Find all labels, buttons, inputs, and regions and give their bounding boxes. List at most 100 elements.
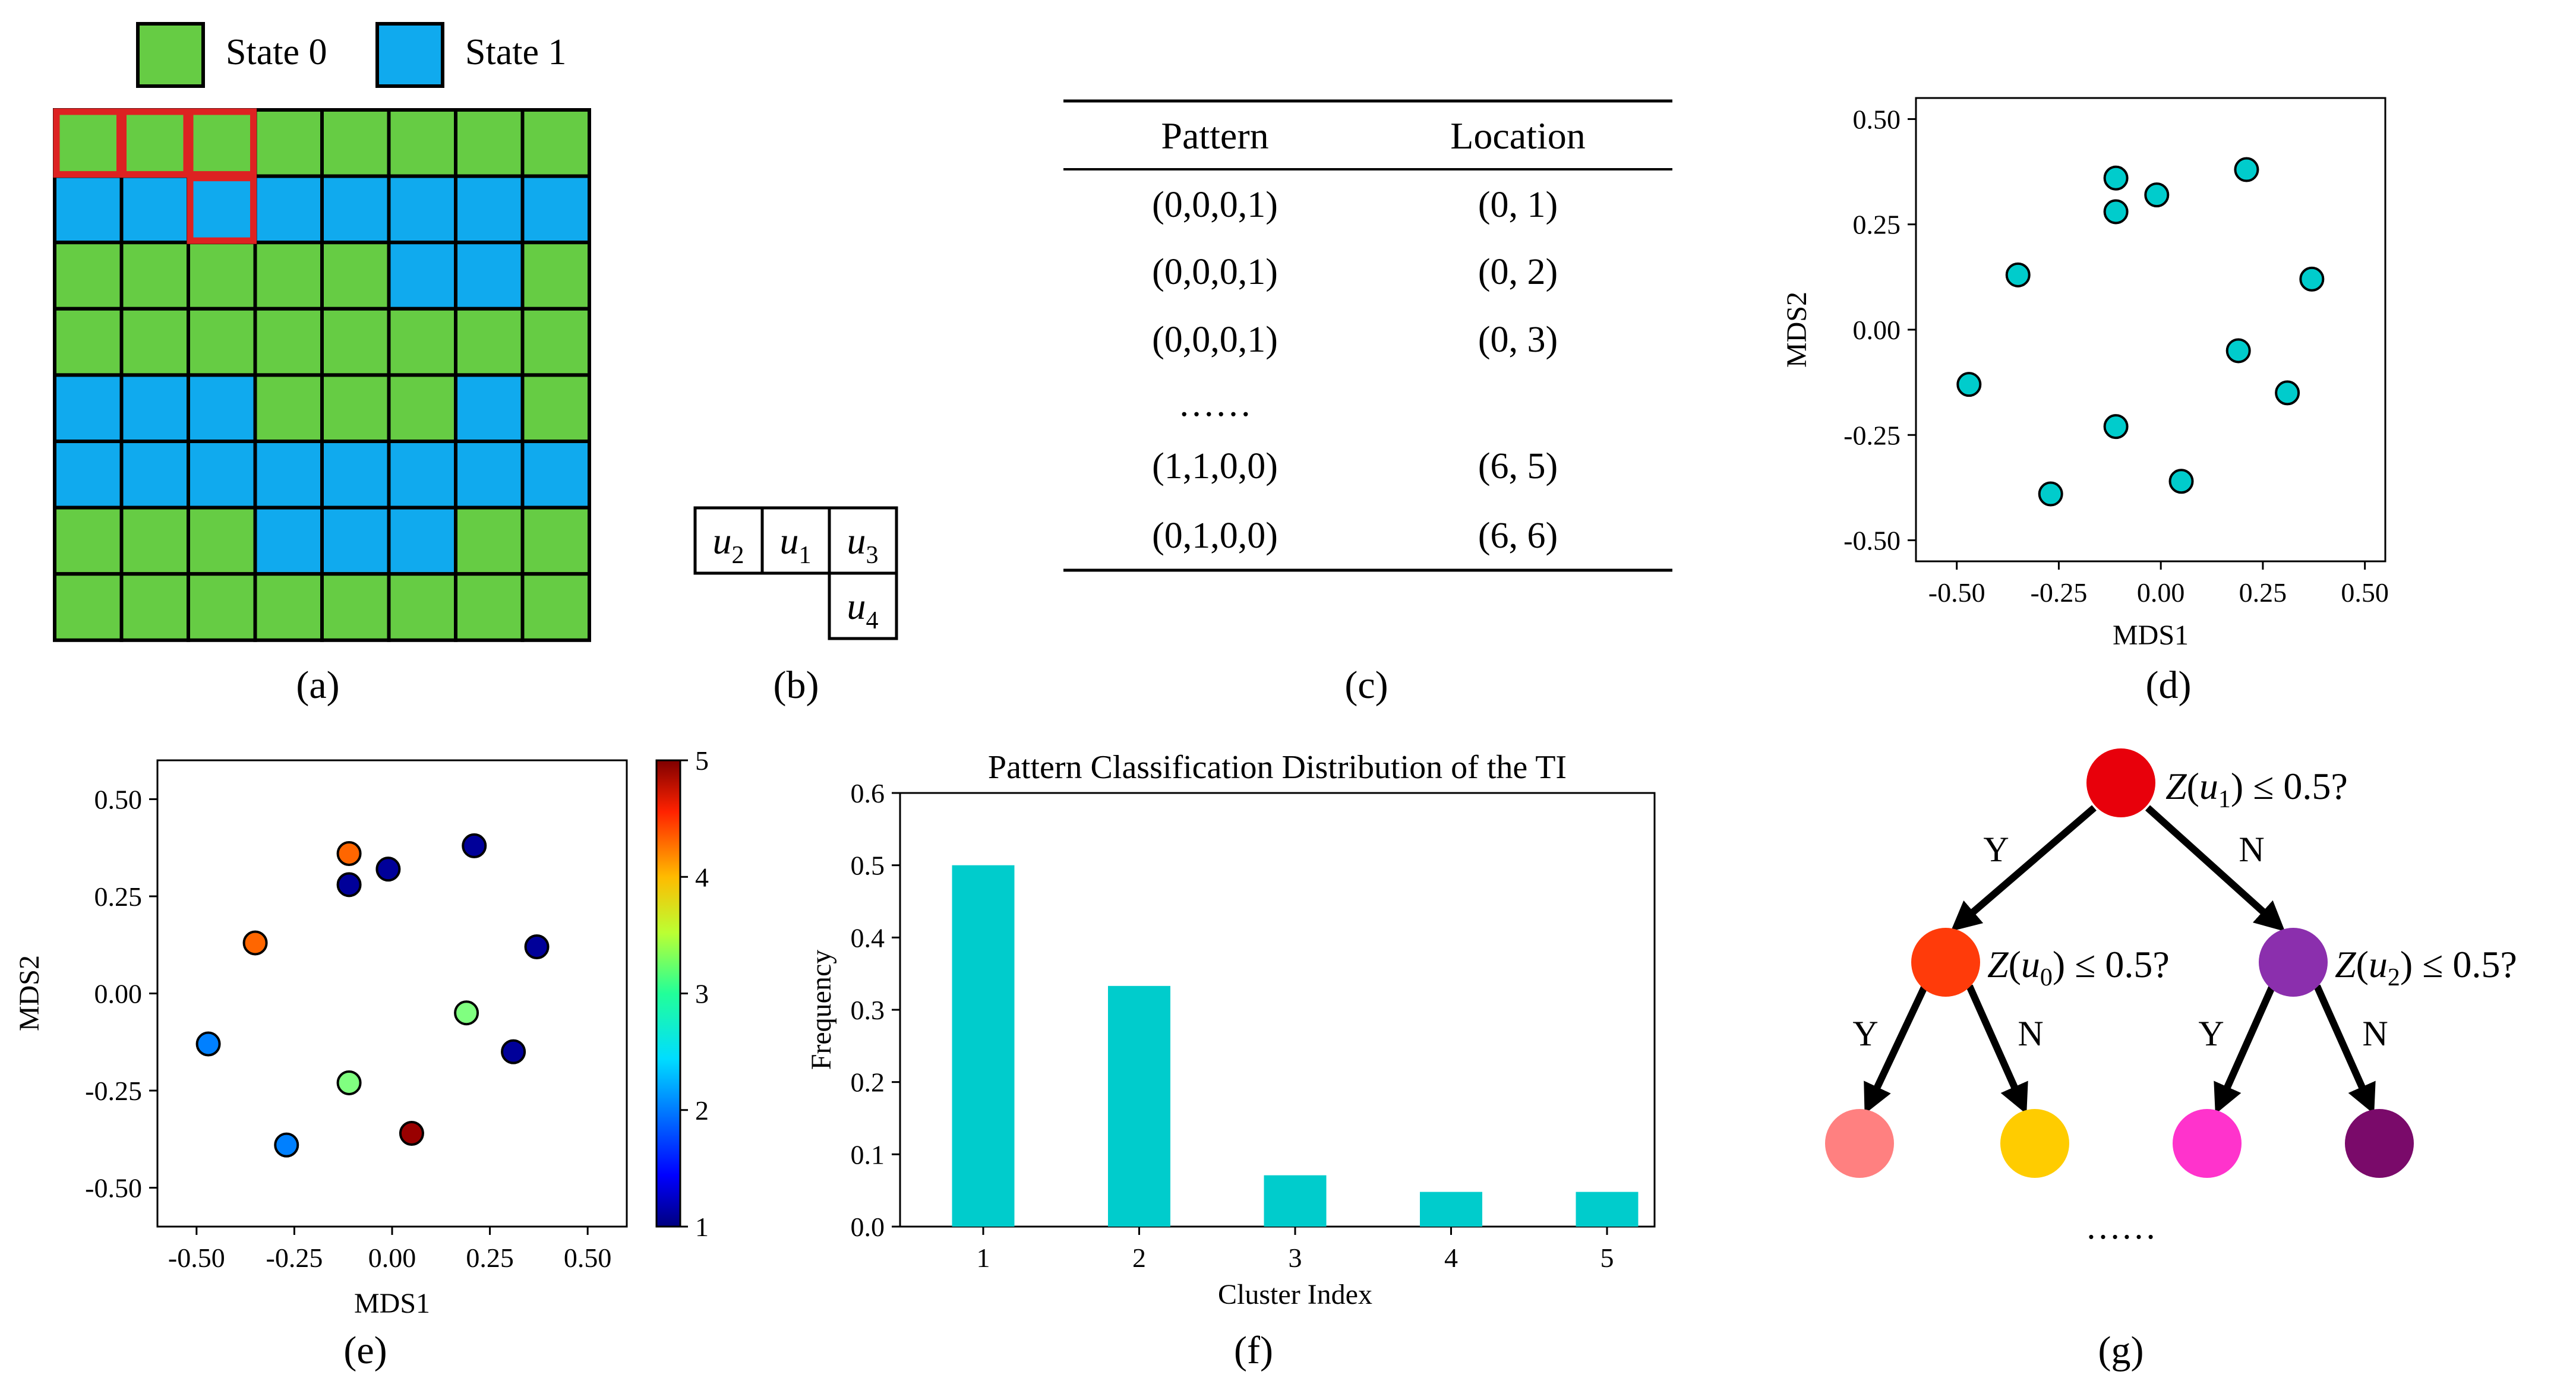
- colorbar-tick-label: 4: [695, 862, 709, 892]
- grid-cell: [520, 572, 591, 642]
- template-highlight: [53, 108, 123, 178]
- panel-d: MDS1 MDS2 (d) -0.50 -0.25 0.00 0.25 0.50 0.50…: [1781, 97, 2389, 707]
- scatter-point-e: [195, 1031, 221, 1057]
- grid-cell: [320, 572, 391, 642]
- y-axis-label-e: MDS2: [14, 955, 45, 1031]
- grid-cell: [187, 440, 257, 510]
- plot-frame-d: [1915, 97, 2386, 563]
- grid-cell: [320, 306, 391, 377]
- y-tick-label: 0.00: [94, 979, 143, 1009]
- grid-cell: [387, 373, 457, 444]
- plot-frame-e: [156, 759, 628, 1228]
- template-label-u3: u3: [847, 520, 879, 569]
- y-tick-label: 0.3: [851, 995, 885, 1025]
- x-tick-label: 0.50: [2341, 577, 2389, 608]
- scatter-point-e: [242, 930, 268, 956]
- template-label-u4: u4: [847, 585, 879, 634]
- grid-cell: [320, 241, 391, 311]
- panel-label-f: (f): [1234, 1329, 1273, 1372]
- scatter-point-e: [462, 833, 487, 858]
- table-cell-location: (0, 1): [1478, 185, 1558, 225]
- edge-label-yes: Y: [2198, 1014, 2224, 1053]
- table-cell-pattern: (0,1,0,0): [1152, 516, 1278, 556]
- grid-cell: [253, 373, 324, 444]
- grid-cell: [187, 306, 257, 377]
- tree-leaf-4: [2345, 1109, 2414, 1178]
- y-tick-label: 0.00: [1853, 315, 1901, 345]
- scatter-point-d: [2225, 338, 2251, 364]
- y-tick-label: 0.5: [851, 851, 885, 881]
- grid-cell: [53, 306, 124, 377]
- y-tick-label: 0.6: [851, 778, 885, 808]
- grid-cell: [187, 505, 257, 576]
- grid-cell: [520, 108, 591, 178]
- scatter-point-d: [2275, 380, 2300, 406]
- x-tick-label: 0.25: [2239, 577, 2287, 608]
- grid-cell: [520, 505, 591, 576]
- table-body: (0,0,0,1) (0, 1) (0,0,0,1) (0, 2) (0,0,0,1) (…: [1152, 185, 1558, 556]
- x-axis-label-d: MDS1: [2113, 620, 2189, 651]
- table-header-location: Location: [1450, 115, 1585, 157]
- y-tick-label: -0.25: [85, 1076, 142, 1106]
- scatter-point-e: [399, 1121, 424, 1146]
- split-question-left: Z(u0) ≤ 0.5?: [1987, 943, 2170, 991]
- scatter-point-d: [2234, 157, 2259, 182]
- y-tick-label: -0.50: [85, 1173, 142, 1203]
- edge-left-lr: [1966, 984, 2028, 1114]
- panel-label-a: (a): [296, 663, 339, 707]
- tree-leaf-2: [2000, 1109, 2069, 1178]
- grid-cell: [387, 505, 457, 576]
- edge-label-no: N: [2362, 1014, 2388, 1053]
- table-cell-location: (0, 3): [1478, 320, 1558, 360]
- panel-b: u2 u1 u3 u4 (b): [693, 506, 898, 707]
- grid-cell: [320, 373, 391, 444]
- grid-cell: [119, 440, 190, 510]
- pixel-grid: [53, 108, 591, 642]
- legend-label-state1: State 1: [465, 32, 566, 72]
- grid-cell: [454, 440, 525, 510]
- x-tick-label: 1: [977, 1243, 990, 1273]
- scatter-point-d: [2299, 266, 2325, 292]
- x-tick-label: -0.50: [168, 1243, 225, 1273]
- y-tick-label: 0.0: [851, 1212, 885, 1242]
- scatter-point-e: [274, 1132, 299, 1158]
- grid-cell: [520, 241, 591, 311]
- grid-cell: [520, 373, 591, 444]
- template-highlight: [187, 108, 257, 178]
- table-cell-location: (0, 2): [1478, 252, 1558, 292]
- x-tick-label: 0.00: [2137, 577, 2185, 608]
- grid-cell: [253, 108, 324, 178]
- grid-cell: [53, 572, 124, 642]
- template-label-u1: u1: [780, 520, 812, 569]
- colorbar-tick-label: 1: [695, 1212, 709, 1242]
- x-tick-label: -0.25: [2031, 577, 2088, 608]
- panel-e: MDS1 MDS2 (e) -0.50 -0.25 0.00 0.25 0.50 0.50…: [14, 745, 709, 1372]
- table-header-pattern: Pattern: [1161, 115, 1268, 157]
- grid-cell: [520, 440, 591, 510]
- grid-cell: [320, 505, 391, 576]
- tree-leaf-3: [2173, 1109, 2242, 1178]
- grid-cell: [53, 108, 124, 178]
- grid-cell: [253, 440, 324, 510]
- scatter-point-e: [336, 841, 362, 866]
- edge-left-ll: [1864, 984, 1928, 1114]
- bar: [1420, 1192, 1482, 1227]
- grid-cell: [187, 241, 257, 311]
- scatter-point-d: [2005, 262, 2031, 287]
- panel-a: State 0 State 1 (a): [53, 22, 591, 707]
- template-cell-u4: [828, 571, 898, 640]
- panel-label-d: (d): [2146, 663, 2192, 707]
- grid-cell: [454, 505, 525, 576]
- grid-cell: [387, 440, 457, 510]
- grid-cell: [454, 108, 525, 178]
- edge-root-right: [2145, 805, 2285, 932]
- y-axis-label-d: MDS2: [1781, 292, 1813, 368]
- colorbar-tick-label: 5: [695, 745, 709, 776]
- scatter-point-d: [2144, 182, 2170, 208]
- x-tick-label: 2: [1132, 1243, 1146, 1273]
- x-tick-label: -0.50: [1928, 577, 1985, 608]
- panel-g: Z(u1) ≤ 0.5? Z(u0) ≤ 0.5? Z(u2) ≤ 0.5? Y…: [1825, 748, 2517, 1372]
- table-cell-pattern: (0,0,0,1): [1152, 252, 1278, 292]
- colorbar: [655, 759, 681, 1228]
- grid-cell: [187, 373, 257, 444]
